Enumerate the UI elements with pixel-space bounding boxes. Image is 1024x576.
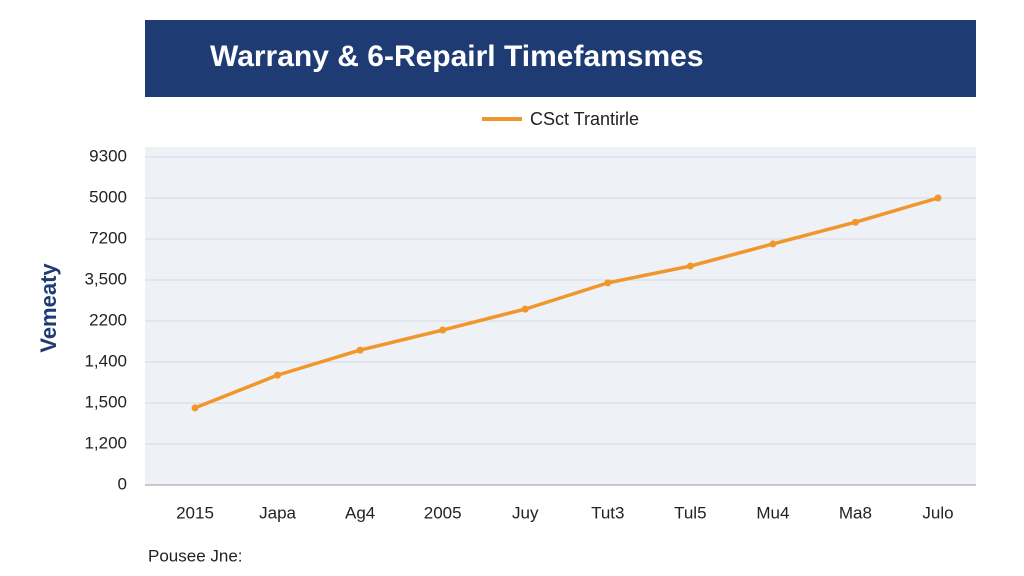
line bbox=[194, 196, 939, 410]
point bbox=[521, 305, 529, 313]
point bbox=[191, 404, 199, 412]
y-tick-label: 1,200 bbox=[84, 433, 127, 452]
x-tick-label: Tul5 bbox=[674, 503, 706, 522]
legend-label: CSct Trantirle bbox=[530, 109, 639, 129]
x-tick-label: 2015 bbox=[176, 503, 214, 522]
y-tick-label: 5000 bbox=[89, 187, 127, 206]
y-tick-label: 1,500 bbox=[84, 392, 127, 411]
chart-title: Warrany & 6-Repairl Timefamsmes bbox=[210, 40, 704, 73]
y-axis-label: Vemeaty bbox=[36, 263, 61, 353]
y-tick-label: 3,500 bbox=[84, 269, 127, 288]
y-tick-label: 2200 bbox=[89, 310, 127, 329]
y-tick-label: 7200 bbox=[89, 228, 127, 247]
point bbox=[686, 262, 694, 270]
x-tick-label: Ag4 bbox=[345, 503, 375, 522]
point bbox=[851, 218, 859, 226]
x-tick-label: Ma8 bbox=[839, 503, 872, 522]
x-tick-label: Tut3 bbox=[591, 503, 624, 522]
x-tick-label: 2005 bbox=[424, 503, 462, 522]
point bbox=[356, 346, 364, 354]
title-banner bbox=[145, 20, 976, 97]
plot-area bbox=[145, 147, 976, 485]
y-tick-label: 9300 bbox=[89, 146, 127, 165]
footer: Pousee Jne: bbox=[148, 546, 243, 565]
point bbox=[439, 326, 447, 334]
point bbox=[604, 279, 612, 287]
x-tick-label: Mu4 bbox=[756, 503, 789, 522]
x-tick-label: Julo bbox=[922, 503, 953, 522]
y-tick-label: 1,400 bbox=[84, 351, 127, 370]
point bbox=[274, 371, 282, 379]
point bbox=[769, 240, 777, 248]
y-tick-label: 0 bbox=[118, 474, 127, 493]
point bbox=[934, 194, 942, 202]
x-tick-label: Japa bbox=[259, 503, 296, 522]
x-tick-label: Juy bbox=[512, 503, 539, 522]
